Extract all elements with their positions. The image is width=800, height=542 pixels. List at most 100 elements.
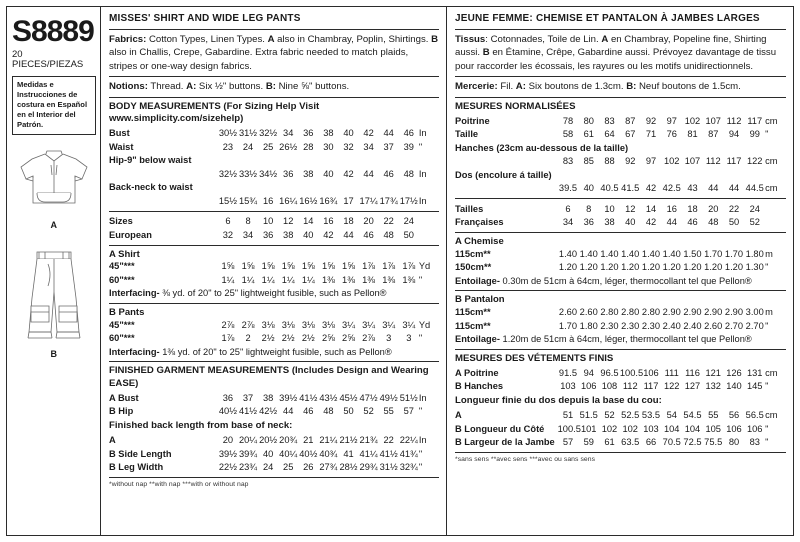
measurement-label: A Poitrine [455, 368, 499, 378]
figure-a: A [15, 145, 93, 246]
measurement-value: 1⅝ [342, 261, 355, 272]
measurement-value: 59 [583, 437, 594, 448]
measurement-value: 2.60 [558, 307, 578, 318]
measurement-value: 30½ [218, 128, 237, 139]
measurement-value: 1.20 [724, 262, 744, 273]
measurement-row: 32½ 33½ 34½ 36 38 40 42 44 46 48 In [109, 167, 439, 180]
measurement-value: 76 [666, 129, 677, 140]
measurement-row: 45"*** 1⅝ 1⅝ 1⅝ 1⅝ 1⅝ 1⅝ 1⅝ 1⅞ 1⅞ 1⅞ Yd [109, 260, 439, 273]
measurement-value: 106 [580, 381, 597, 392]
measurement-value: 29¾ [359, 462, 378, 473]
measurement-value: 2⅝ [342, 333, 355, 343]
measurement-value: 34 [562, 217, 574, 228]
fabrics-view-b: B [431, 33, 439, 45]
measurement-value: 100.5 [557, 423, 581, 434]
measurement-unit: cm [765, 116, 778, 126]
measurement-value: 127 [684, 381, 701, 392]
french-column: JEUNE FEMME: CHEMISE ET PANTALON À JAMBE… [447, 7, 793, 535]
measurement-label: 150cm** [455, 262, 492, 273]
measurement-value: 122 [746, 156, 763, 167]
measurement-label: 60"*** [109, 274, 135, 285]
measurement-value: 85 [583, 156, 594, 167]
measurement-value: 1⅜ [382, 274, 396, 285]
measurement-label: Waist [109, 141, 134, 152]
measurement-value: 1.20 [704, 262, 723, 273]
measurement-value: 41 [343, 448, 354, 459]
measurement-value: 36 [583, 217, 594, 228]
measurement-value: 40 [303, 229, 314, 240]
measurement-row: Tailles 6 8 10 12 14 16 18 20 22 24 [455, 202, 786, 215]
notions-view-a: A: [515, 81, 526, 93]
measurement-value: 54 [666, 410, 677, 421]
measurement-value: 117 [726, 156, 742, 167]
measurement-value: 87 [625, 116, 636, 126]
french-back-length-rows: A 51 51.5 52 52.5 53.5 54 54.5 55 56 56.5 cm B Longu… [455, 409, 786, 449]
measurement-value: 61 [583, 129, 594, 140]
divider [455, 96, 786, 98]
content-columns: MISSES' SHIRT AND WIDE LEG PANTS Fabrics… [101, 7, 793, 535]
measurement-unit [765, 202, 786, 215]
measurement-value: 1.40 [621, 248, 640, 259]
measurement-value: 15½ [218, 195, 237, 206]
measurement-value: 38 [323, 128, 334, 139]
measurement-value: 48 [383, 229, 394, 240]
divider [109, 477, 439, 479]
measurement-row-label: Hanches (23cm au-dessous de la taille) [455, 141, 786, 154]
interfacing-b-label: Entoilage- [455, 334, 500, 345]
measurement-value: 1¼ [261, 274, 275, 285]
measurement-value: 40¾ [319, 448, 338, 459]
measurement-value: 25 [283, 462, 294, 473]
measurement-value: 40.5 [600, 183, 619, 194]
measurement-value: 25 [262, 141, 274, 152]
measurement-value: 10 [262, 216, 274, 227]
interfacing-a-label: Interfacing- [109, 288, 160, 299]
english-fabric-a-table: 45"*** 1⅝ 1⅝ 1⅝ 1⅝ 1⅝ 1⅝ 1⅝ 1⅞ 1⅞ 1⅞ Yd 60"*** 1¼ 1¼ 1¼… [109, 260, 439, 287]
divider [455, 28, 786, 30]
measurement-value: 52 [749, 217, 760, 228]
french-interfacing-a: Entoilage- 0.30m de 51cm à 64cm, léger, … [455, 275, 786, 288]
notions-text-2: Six boutons de 1.3cm. [525, 81, 627, 93]
measurement-row: A 51 51.5 52 52.5 53.5 54 54.5 55 56 56.5 cm [455, 409, 786, 422]
notions-text-1: Thread. [147, 81, 187, 93]
french-back-length-head: Longueur finie du dos depuis la base du … [455, 395, 662, 407]
measurement-value: 31½ [379, 462, 398, 473]
measurement-value: 1.40 [558, 248, 578, 259]
measurement-value: 2⅝ [321, 333, 335, 343]
measurement-row: B Leg Width 22½ 23¾ 24 25 26 27¾ 28½ 29¾ 31½ 32¾ " [109, 461, 439, 474]
measurement-label: Françaises [455, 217, 504, 228]
measurement-row: B Largeur de la Jambe 57 59 61 63.5 66 70.5 72.… [455, 436, 786, 449]
measurement-value: 41¼ [359, 448, 378, 459]
english-column: MISSES' SHIRT AND WIDE LEG PANTS Fabrics… [101, 7, 447, 535]
measurement-row: 83 85 88 92 97 102 107 112 117 122 cm [455, 155, 786, 168]
measurement-row: 60"*** 1¼ 1¼ 1¼ 1¼ 1¼ 1⅜ 1⅜ 1⅜ 1⅜ 1⅜ " [109, 273, 439, 286]
measurement-unit [419, 215, 439, 228]
measurement-value: 117 [643, 381, 659, 392]
measurement-value: 44 [283, 406, 294, 417]
measurement-label: Hanches (23cm au-dessous de la taille) [455, 142, 629, 153]
measurement-value: 106 [746, 423, 763, 434]
english-back-length-head: Finished back length from base of neck: [109, 420, 293, 432]
measurement-value: 104 [663, 423, 680, 434]
measurement-value: 2⅞ [241, 319, 255, 330]
measurement-label [455, 182, 558, 195]
measurement-value: 44 [728, 183, 740, 194]
measurement-value: 70.5 [662, 437, 681, 448]
measurement-value: 20¼ [238, 435, 258, 446]
measurement-unit: " [765, 423, 769, 434]
figure-b: B [15, 246, 93, 375]
measurement-value: 52 [604, 410, 615, 421]
measurement-value: 3⅛ [301, 319, 315, 330]
measurement-label: 60"*** [109, 333, 135, 343]
measurement-value: 16½ [299, 195, 318, 206]
measurement-row: 115cm** 1.70 1.80 2.30 2.30 2.30 2.40 2.40 2.60 2… [455, 319, 786, 332]
measurement-value: 52 [363, 406, 374, 417]
measurement-label: A Bust [109, 392, 139, 403]
measurement-value: 106 [726, 423, 742, 434]
measurement-unit: Yd [418, 261, 431, 272]
measurement-value: 38 [262, 392, 274, 403]
measurement-value: 78 [562, 116, 574, 126]
measurement-value: 20 [222, 435, 234, 446]
measurement-row: Poitrine 78 80 83 87 92 97 102 107 112 117 cm [455, 114, 786, 127]
measurement-label: Poitrine [455, 116, 490, 126]
notions-view-a: A: [186, 81, 197, 93]
